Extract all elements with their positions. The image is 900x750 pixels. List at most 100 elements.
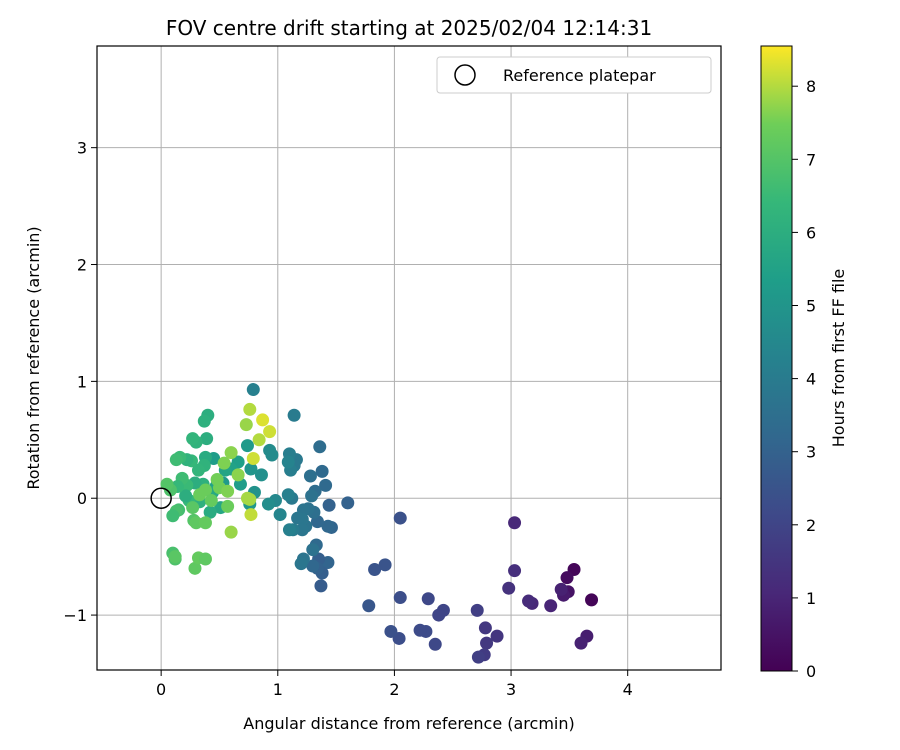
data-point (574, 636, 588, 650)
x-axis-ticks: 0 1 2 3 4 (156, 670, 633, 699)
data-point (287, 408, 301, 422)
data-point (198, 516, 212, 530)
data-point (303, 469, 317, 483)
data-point (256, 413, 270, 427)
data-point (179, 489, 193, 503)
data-point (378, 558, 392, 572)
data-point (470, 603, 484, 617)
colorbar-tick-label: 8 (806, 77, 816, 96)
y-axis-label: Rotation from reference (arcmin) (24, 226, 43, 489)
data-point (273, 508, 287, 522)
data-point (254, 468, 268, 482)
data-point (243, 492, 257, 506)
y-tick-label: −1 (63, 606, 87, 625)
data-point (490, 629, 504, 643)
data-point (188, 561, 202, 575)
data-point (432, 608, 446, 622)
data-point (281, 488, 295, 502)
colorbar-tick-label: 2 (806, 516, 816, 535)
colorbar-tick-label: 5 (806, 297, 816, 316)
data-point (544, 599, 558, 613)
y-tick-label: 3 (77, 139, 87, 158)
x-tick-label: 3 (506, 680, 516, 699)
data-point (231, 468, 245, 482)
colorbar-ticks: 0 1 2 3 4 5 6 7 8 (792, 77, 816, 681)
data-point (295, 523, 309, 537)
data-point (321, 519, 335, 533)
data-point (217, 456, 231, 470)
data-point (200, 432, 214, 446)
colorbar: 0 1 2 3 4 5 6 7 8 Hours from first FF file (760, 45, 848, 681)
data-point (203, 505, 217, 519)
data-point (263, 425, 277, 439)
data-point (502, 581, 516, 595)
data-point (244, 508, 258, 522)
data-point (306, 543, 320, 557)
data-point (384, 624, 398, 638)
legend-marker-reference (454, 64, 476, 86)
data-point (224, 525, 238, 539)
data-point (421, 592, 435, 606)
data-point (239, 418, 253, 432)
x-axis-label: Angular distance from reference (arcmin) (243, 714, 574, 733)
data-point (478, 621, 492, 635)
data-point (393, 591, 407, 605)
data-point (480, 636, 494, 650)
y-tick-label: 2 (77, 256, 87, 275)
data-point (341, 496, 355, 510)
colorbar-tick-label: 6 (806, 223, 816, 242)
data-point (362, 599, 376, 613)
data-point (282, 523, 296, 537)
data-point (168, 550, 182, 564)
y-tick-label: 0 (77, 489, 87, 508)
data-point (160, 477, 174, 491)
data-point (560, 571, 574, 585)
colorbar-tick-label: 1 (806, 589, 816, 608)
data-point (243, 402, 257, 416)
colorbar-tick-label: 4 (806, 370, 816, 389)
data-point (319, 478, 333, 492)
data-point (169, 453, 183, 467)
colorbar-gradient (760, 45, 793, 672)
x-tick-label: 1 (273, 680, 283, 699)
data-point (244, 462, 258, 476)
data-point (306, 559, 320, 573)
colorbar-tick-label: 0 (806, 662, 816, 681)
data-point (261, 497, 275, 511)
data-point (508, 516, 522, 530)
data-point (252, 433, 266, 447)
data-point (322, 498, 336, 512)
grid-lines (97, 46, 721, 670)
data-point (585, 593, 599, 607)
plot-frame (96, 45, 722, 671)
data-points (160, 383, 599, 664)
data-point (221, 499, 235, 513)
x-tick-label: 0 (156, 680, 166, 699)
data-point (240, 439, 254, 453)
data-point (413, 623, 427, 637)
chart-title: FOV centre drift starting at 2025/02/04 … (166, 16, 652, 40)
data-point (246, 383, 260, 397)
data-point (294, 557, 308, 571)
data-point (393, 511, 407, 525)
data-point (471, 650, 485, 664)
data-point (186, 501, 200, 515)
data-point (368, 563, 382, 577)
data-point (263, 443, 277, 457)
colorbar-label: Hours from first FF file (829, 269, 848, 448)
data-point (305, 489, 319, 503)
legend-box (436, 56, 712, 94)
data-point (186, 432, 200, 446)
data-point (198, 552, 212, 566)
legend-label-reference: Reference platepar (503, 66, 656, 85)
data-point (315, 464, 329, 478)
data-point (224, 446, 238, 460)
data-point (291, 511, 305, 525)
legend: Reference platepar (436, 56, 712, 94)
data-point (221, 484, 235, 498)
data-point (166, 509, 180, 523)
data-point (246, 451, 260, 465)
y-axis-ticks: −1 0 1 2 3 (63, 139, 97, 625)
x-tick-label: 2 (389, 680, 399, 699)
